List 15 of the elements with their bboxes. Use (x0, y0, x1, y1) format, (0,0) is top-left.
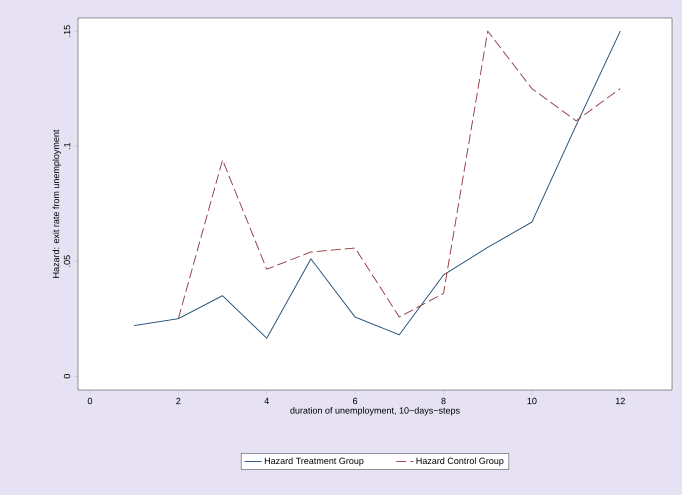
y-axis-title: Hazard: exit rate from unemployment (52, 130, 61, 278)
x-tick-label: 12 (616, 398, 625, 404)
x-axis-title: duration of unemployment, 10−days−steps (290, 407, 460, 416)
x-tick-label: 0 (88, 398, 92, 404)
x-tick-label: 6 (353, 398, 358, 404)
y-tick-label: .1 (64, 142, 70, 150)
x-tick-label: 2 (176, 398, 180, 404)
y-tick-label: .05 (64, 255, 70, 267)
y-tick-label: .15 (64, 25, 70, 37)
legend-label: Hazard Treatment Group (264, 457, 364, 466)
y-tick-label: 0 (64, 374, 70, 378)
x-tick-label: 4 (264, 398, 269, 404)
x-tick-label: 10 (528, 398, 537, 404)
legend-label: Hazard Control Group (416, 457, 504, 466)
x-tick-label: 8 (441, 398, 446, 404)
